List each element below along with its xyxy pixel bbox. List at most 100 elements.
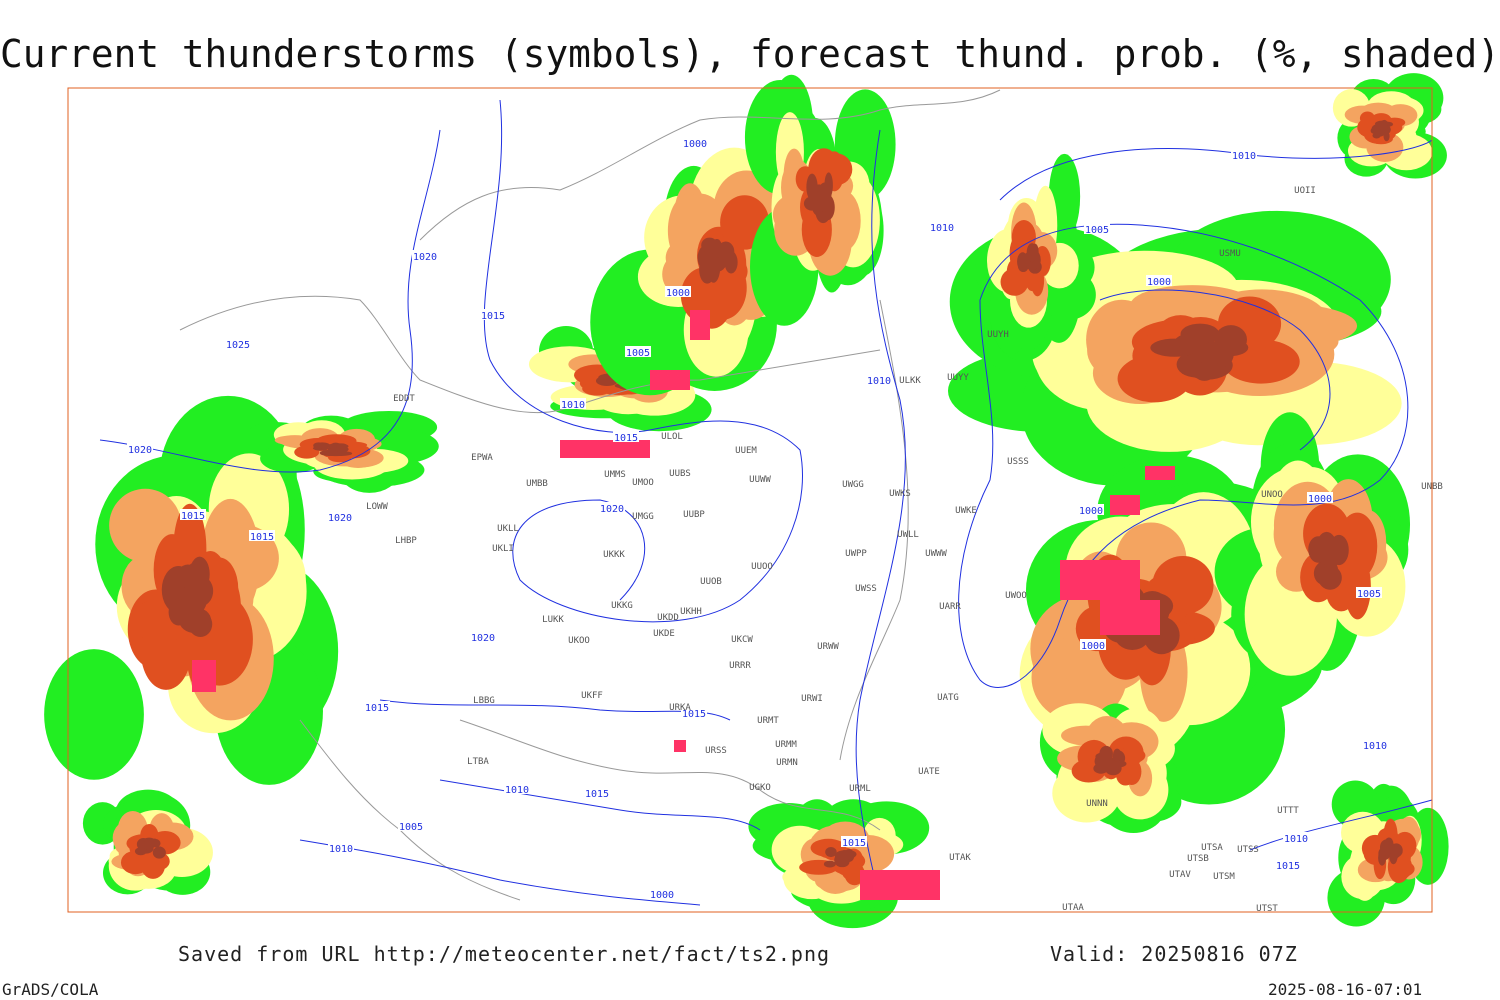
station-code: UNNN [1086, 799, 1108, 809]
station-code: URMT [757, 716, 779, 726]
station-code: URKA [669, 703, 691, 713]
isobar-label-bg [1146, 275, 1172, 286]
isobar-label: 1015 [614, 433, 638, 444]
station-code: LBBG [473, 696, 495, 706]
shade-blob [1316, 531, 1338, 566]
shade-blob [711, 238, 723, 258]
station-code: UTST [1256, 904, 1278, 914]
shade-blob [823, 860, 836, 868]
shade-blob [154, 846, 164, 853]
station-code: UTAV [1169, 870, 1191, 880]
station-code: UMOO [632, 478, 654, 488]
station-code: UWSS [855, 584, 877, 594]
station-code: UKHH [680, 607, 702, 617]
station-code: UTSM [1213, 872, 1235, 882]
station-code: UKKG [611, 601, 633, 611]
station-code: EDDT [393, 394, 415, 404]
station-code: UUOB [700, 577, 722, 587]
isobar-label: 1015 [250, 532, 274, 543]
isobar [855, 129, 906, 901]
station-code: UWPP [845, 549, 867, 559]
station-code: UTSB [1187, 854, 1209, 864]
shade-blob [143, 839, 156, 847]
isobar-label: 1010 [561, 400, 585, 411]
coastline [419, 89, 1001, 241]
storm-symbol [674, 740, 686, 752]
shade-blob [319, 449, 339, 456]
isobar [1249, 799, 1433, 851]
station-code: UTAA [1062, 903, 1084, 913]
station-code: UARR [939, 602, 961, 612]
storm-cluster [1060, 560, 1140, 600]
title: Current thunderstorms (symbols), forecas… [0, 32, 1500, 76]
station-code: UWLL [897, 530, 919, 540]
shade-blob [188, 575, 205, 617]
station-code: UTSA [1201, 843, 1223, 853]
station-code: UWWW [925, 549, 947, 559]
isobar-label: 1025 [226, 340, 250, 351]
isobar-label-bg [665, 286, 691, 297]
station-code: UATG [937, 693, 959, 703]
isobar-label: 1010 [329, 844, 353, 855]
station-code: UTSS [1237, 845, 1259, 855]
station-code: UMGG [632, 512, 654, 522]
software: GrADS/COLA [2, 980, 99, 999]
station-code: UWKE [955, 506, 977, 516]
map-labels: 1000 1020 1015 1025 1000 1005 1010 1015 1020 1015… [127, 137, 1443, 914]
isobar-label-bg [1084, 223, 1110, 234]
station-code: LUKK [542, 615, 564, 625]
isobar [483, 99, 803, 623]
isobar-label-bg [1078, 504, 1104, 515]
isobar [439, 779, 761, 831]
station-code: UKFF [581, 691, 603, 701]
shade-blob [1112, 748, 1122, 762]
isobar-label-bg [249, 530, 275, 541]
station-code: UKKK [603, 550, 625, 560]
thunderstorm-symbols [192, 310, 1175, 900]
timestamp: 2025-08-16-07:01 [1268, 980, 1422, 999]
isobar [299, 839, 701, 906]
storm-cluster [1110, 495, 1140, 515]
isobar-label: 1010 [930, 223, 954, 234]
shade-blob [1031, 243, 1039, 260]
isobar-label: 1020 [128, 445, 152, 456]
shade-blob [44, 649, 144, 780]
isobar-label-bg [470, 631, 496, 642]
source-url: Saved from URL http://meteocenter.net/fa… [178, 942, 830, 966]
shade-blob [1378, 850, 1387, 866]
isobar-label-bg [480, 309, 506, 320]
map-frame [67, 87, 1433, 913]
coastline [179, 295, 881, 414]
isobar-label-bg [584, 787, 610, 798]
isobar-label: 1005 [1085, 225, 1109, 236]
isobar-label-bg [613, 431, 639, 442]
station-code: UUEM [735, 446, 757, 456]
isobar-label: 1010 [505, 785, 529, 796]
isobar-label-bg [127, 443, 153, 454]
isobar-label-bg [599, 502, 625, 513]
station-code: UKLL [497, 524, 519, 534]
station-code: USSS [1007, 457, 1029, 467]
shade-blob [835, 850, 855, 860]
isobar-label: 1020 [328, 513, 352, 524]
isobar-label: 1015 [842, 838, 866, 849]
station-code: UNOO [1261, 490, 1283, 500]
station-code: UNBB [1421, 482, 1443, 492]
station-code: ULOL [661, 432, 683, 442]
isobar-label-bg [560, 398, 586, 409]
shade-blob [336, 443, 347, 449]
shade-blob [806, 173, 818, 201]
station-code: USMU [1219, 249, 1241, 259]
isobar-label: 1015 [1276, 861, 1300, 872]
station-code: UUWW [749, 475, 771, 485]
shade-blob [706, 249, 721, 283]
isobar-label-bg [225, 338, 251, 349]
station-code: UGKO [749, 783, 771, 793]
shade-blob [1000, 268, 1029, 296]
isobar-label-bg [504, 783, 530, 794]
probability-shading [44, 73, 1449, 929]
station-code: UKCW [731, 635, 753, 645]
shade-blob [1374, 120, 1389, 127]
storm-cluster [192, 660, 216, 692]
isobar-label: 1010 [1232, 151, 1256, 162]
